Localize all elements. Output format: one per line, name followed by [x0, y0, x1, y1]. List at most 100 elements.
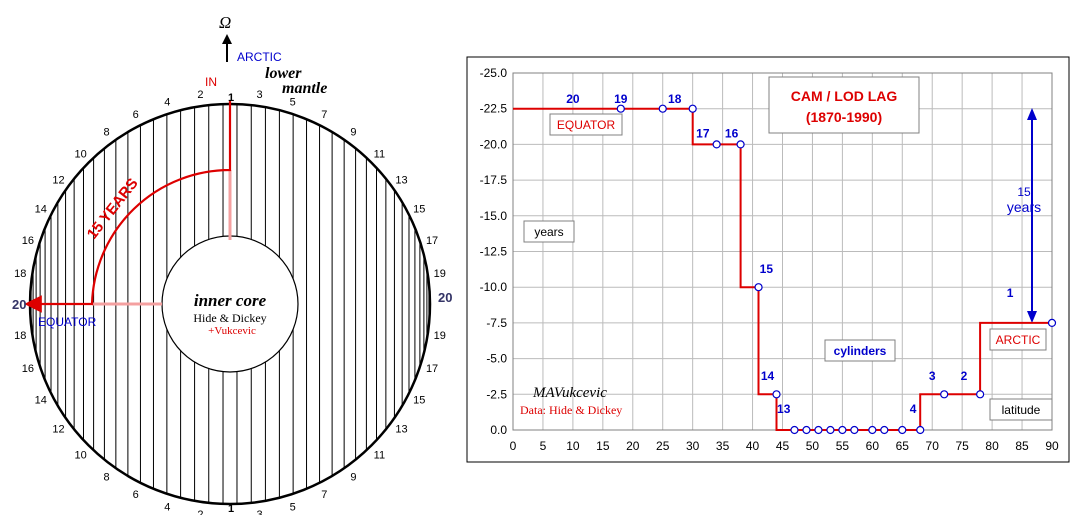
y-tick-label: -2.5: [486, 387, 507, 401]
years-box-label: years: [534, 225, 563, 239]
point-label: 3: [929, 369, 936, 383]
data-point-marker: [898, 425, 907, 435]
latitude-number: 8: [104, 471, 110, 483]
point-label: 1: [1007, 286, 1014, 300]
latitude-number: 11: [374, 449, 385, 461]
latitude-number: 7: [321, 109, 327, 121]
latitude-number: 15: [413, 395, 425, 407]
latitude-number: 18: [14, 330, 26, 342]
one-bottom-label: 1: [228, 503, 234, 515]
latitude-number: 11: [374, 149, 385, 161]
y-tick-label: -10.0: [480, 280, 508, 294]
y-tick-label: -25.0: [480, 66, 508, 80]
y-tick-label: -17.5: [480, 173, 508, 187]
point-label: 18: [668, 92, 682, 106]
point-label: 15: [760, 262, 774, 276]
latitude-number: 12: [52, 174, 64, 186]
one-top-label: 1: [228, 92, 234, 104]
point-label: 17: [696, 126, 710, 140]
inner-core-label: inner core: [194, 291, 267, 310]
equator-box-label: EQUATOR: [557, 118, 616, 132]
latitude-number: 3: [256, 89, 262, 101]
latitude-number: 9: [350, 127, 356, 139]
latitude-number: 19: [434, 330, 446, 342]
x-tick-label: 15: [596, 439, 610, 453]
years-box: [523, 220, 575, 243]
lag-series: [513, 104, 1057, 435]
latitude-number: 10: [74, 149, 86, 161]
point-label: 13: [777, 402, 791, 416]
point-label: 16: [725, 126, 739, 140]
data-point-marker: [688, 104, 697, 113]
latitude-number-labels: 2468101214161835791113151719246810121416…: [14, 89, 446, 515]
equator-label: EQUATOR: [38, 315, 97, 329]
point-label: 14: [761, 369, 775, 383]
data-point-marker: [940, 390, 949, 399]
latitude-number: 14: [35, 395, 47, 407]
data-point-marker: [802, 425, 811, 435]
x-tick-label: 70: [926, 439, 940, 453]
data-point-marker: [916, 425, 925, 435]
title-box: [768, 76, 920, 134]
latitude-number: 7: [321, 489, 327, 501]
latitude-number: 17: [426, 363, 438, 375]
arctic-label: ARCTIC: [237, 50, 282, 64]
data-point-marker: [790, 425, 799, 435]
fifteen-years-arrow-bottom: [1027, 311, 1037, 323]
arctic-box: [989, 328, 1047, 351]
latitude-number: 5: [290, 502, 296, 514]
latitude-number: 14: [35, 203, 47, 215]
y-tick-label: -12.5: [480, 245, 508, 259]
latitude-number: 8: [104, 127, 110, 139]
lower-mantle-label-2: mantle: [282, 80, 327, 97]
lag-path-red: [24, 100, 232, 313]
y-tick-label: -22.5: [480, 102, 508, 116]
fifteen-label: 15: [1017, 185, 1031, 199]
y-axis-ticks: -25.0 -22.5 -20.0 -17.5 -15.0 -12.5 -10.0 -7.5 -…: [480, 66, 508, 437]
latitude-number: 15: [413, 203, 425, 215]
y-tick-label: -15.0: [480, 209, 508, 223]
x-tick-label: 10: [566, 439, 580, 453]
twenty-right-label: 20: [438, 290, 452, 305]
x-tick-label: 45: [776, 439, 790, 453]
credit-vukcevic: +Vukcevic: [208, 325, 256, 337]
data-point-marker: [850, 425, 859, 435]
x-tick-label: 0: [510, 439, 517, 453]
point-labels: 20 19 18 17 16 15 14 13 4 3 2 1: [566, 92, 1014, 416]
latitude-number: 13: [395, 174, 407, 186]
latitude-number: 19: [434, 268, 446, 280]
latitude-box-label: latitude: [1002, 403, 1041, 417]
x-tick-label: 50: [806, 439, 820, 453]
x-tick-label: 25: [656, 439, 670, 453]
latitude-number: 18: [14, 268, 26, 280]
x-tick-label: 5: [540, 439, 547, 453]
x-tick-label: 55: [836, 439, 850, 453]
in-label: IN: [205, 75, 217, 89]
y-tick-label: 0.0: [490, 423, 507, 437]
equator-box: [549, 113, 623, 136]
data-point-marker: [1047, 318, 1057, 327]
rotation-axis-arrowhead: [222, 34, 232, 44]
latitude-number: 17: [426, 235, 438, 247]
latitude-number: 6: [133, 109, 139, 121]
latitude-number: 9: [350, 471, 356, 483]
latitude-number: 5: [290, 96, 296, 108]
x-tick-label: 35: [716, 439, 730, 453]
cylinders-box: [824, 339, 896, 362]
y-tick-label: -5.0: [486, 352, 507, 366]
data-point-marker: [868, 425, 877, 435]
latitude-number: 16: [22, 363, 34, 375]
latitude-number: 2: [197, 89, 203, 101]
data-point-marker: [754, 283, 763, 292]
x-axis-ticks: 0 5 10 15 20 25 30 35 40 45 50 55 60 65 70 75 80 85 90: [510, 439, 1059, 453]
y-tick-label: -20.0: [480, 137, 508, 151]
omega-label: Ω: [219, 13, 231, 32]
data-point-marker: [658, 104, 667, 113]
point-label: 19: [614, 92, 628, 106]
data-point-marker: [838, 425, 847, 435]
data-point-marker: [880, 425, 889, 435]
latitude-number: 16: [22, 235, 34, 247]
data-point-marker: [616, 104, 625, 113]
chart-title-line1: CAM / LOD LAG: [791, 88, 898, 104]
latitude-box: [989, 398, 1053, 421]
